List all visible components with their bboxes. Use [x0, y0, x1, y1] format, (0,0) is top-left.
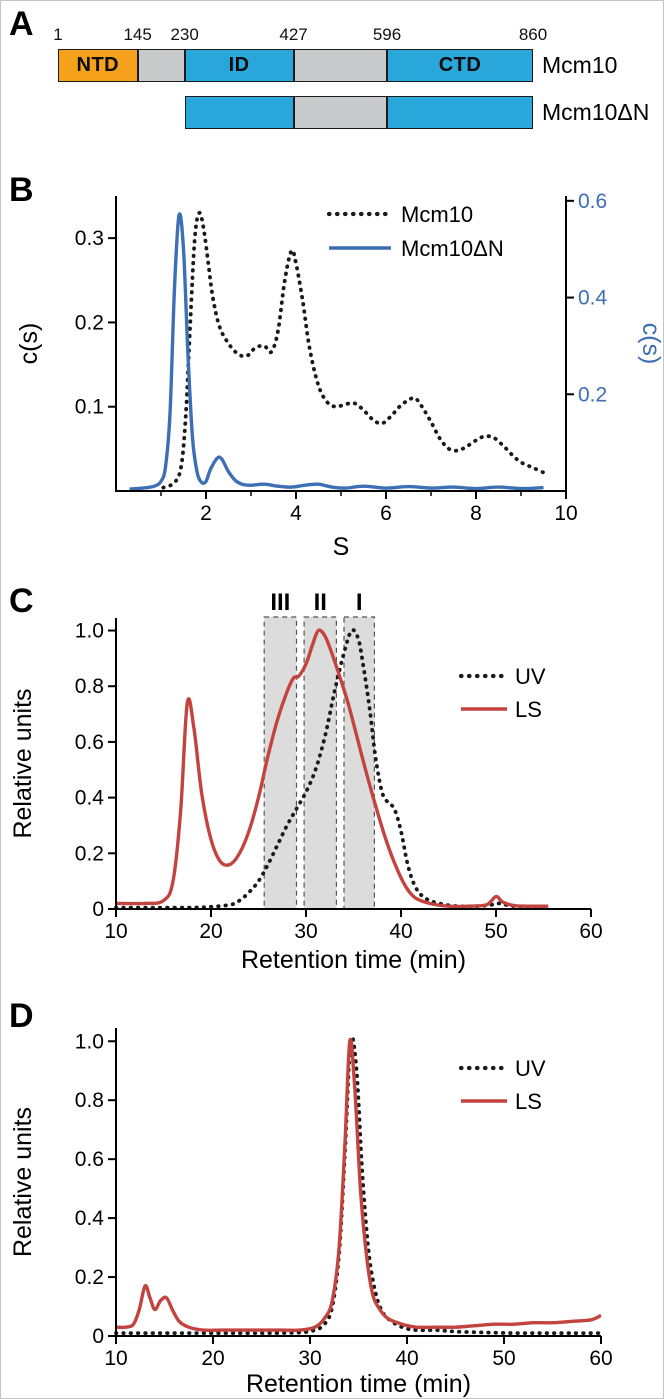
y-tick-label: 0.8	[75, 1089, 104, 1112]
legend-label-ls: LS	[515, 697, 542, 722]
y-tick-label: 0.4	[75, 1207, 105, 1230]
x-tick-label: 60	[589, 1347, 612, 1370]
panel-c-chromatogram-chart: III II I10 20 30 40 50 6000.20.40.60.81.0Retent…	[9, 589, 603, 974]
linker-segment	[184, 96, 294, 129]
y-tick-label: 1.0	[75, 620, 104, 643]
x-tick-label: 50	[492, 1347, 515, 1370]
construct-row-mcm10dn: Mcm10ΔN	[1, 96, 663, 129]
right-y-tick-label: 0.6	[578, 190, 607, 213]
right-y-axis-title: c(s)	[637, 323, 664, 365]
x-tick-label: 60	[579, 920, 602, 943]
panel-a-letter: A	[9, 5, 34, 43]
y-tick-label: 0.2	[75, 842, 104, 865]
x-axis-title: S	[333, 533, 350, 561]
uv-curve	[114, 628, 551, 910]
x-tick-label: 8	[470, 502, 482, 525]
domain-ntd: NTD	[58, 49, 138, 82]
y-tick-label: 0	[92, 1325, 104, 1348]
legend-label-mcm10-n: Mcm10ΔN	[401, 236, 504, 261]
residue-number-860: 860	[518, 25, 548, 44]
legend-label-uv: UV	[515, 664, 546, 689]
x-axis-title: Retention time (min)	[241, 946, 466, 974]
domain-id: ID	[184, 49, 294, 82]
y-axis-title: Relative units	[9, 688, 37, 838]
residue-number-145: 145	[123, 25, 152, 44]
residue-number-230: 230	[170, 25, 199, 44]
x-tick-label: 4	[290, 502, 302, 525]
residue-number-427: 427	[279, 25, 308, 44]
y-tick-label: 0.4	[75, 787, 105, 810]
panel-a-domain-diagram: 1 145 230 427 596 860 NTD ID CTD Mcm10 Mcm10ΔN	[1, 1, 663, 166]
panel-b-sedimentation-chart: 2 4 6 8 10 0.1 0.2 0.3 0.2 0.4 0.6 Sc(s) c(s) Mcm10 Mc…	[15, 190, 664, 561]
y-tick-label: 0.6	[75, 731, 104, 754]
x-tick-label: 10	[104, 1347, 127, 1370]
y-axis-title: Relative units	[9, 1107, 37, 1257]
residue-number-596: 596	[372, 25, 402, 44]
x-tick-label: 6	[380, 502, 392, 525]
x-tick-label: 30	[294, 920, 317, 943]
panel-d-letter: D	[9, 997, 34, 1035]
y-tick-label: 0.6	[75, 1148, 104, 1171]
x-axis-title: Retention time (min)	[246, 1370, 471, 1398]
panel-c-letter: C	[9, 582, 34, 620]
y-tick-label: 0.8	[75, 675, 104, 698]
x-tick-label: 20	[201, 1347, 224, 1370]
x-tick-label: 30	[298, 1347, 321, 1370]
legend-label-mcm10: Mcm10	[401, 202, 473, 227]
linker-segment	[387, 96, 533, 129]
axes-frame	[115, 196, 566, 492]
linker-segment	[293, 96, 387, 129]
x-tick-label: 20	[199, 920, 222, 943]
y-tick-label: 0.2	[75, 311, 104, 334]
mcm10-curve	[161, 210, 546, 490]
y-tick-label: 0	[92, 898, 104, 921]
y-tick-label: 0.3	[75, 227, 104, 250]
fraction-region-iii	[263, 616, 298, 910]
construct-name-label: Mcm10	[542, 52, 618, 78]
residue-number-1: 1	[53, 25, 63, 44]
y-tick-label: 0.2	[75, 1266, 104, 1289]
fraction-region-i	[343, 616, 375, 910]
right-y-tick-label: 0.2	[578, 383, 607, 406]
construct-name-label: Mcm10ΔN	[542, 99, 650, 125]
region-label-ii: II	[314, 589, 327, 616]
panel-d-chromatogram-chart: 10 20 30 40 50 60 0 0.2 0.4 0.6 0.8 1.0 Retention ti…	[9, 1028, 613, 1398]
region-label-i: I	[356, 589, 363, 616]
linker-segment	[137, 49, 185, 82]
ls-curve	[115, 628, 549, 909]
y-tick-label: 0.1	[75, 396, 104, 419]
y-tick-label: 1.0	[75, 1030, 104, 1053]
mcm10-n-curve	[129, 212, 544, 491]
region-label-iii: III	[270, 589, 290, 616]
x-tick-label: 40	[389, 920, 412, 943]
x-tick-label: 50	[484, 920, 507, 943]
x-tick-label: 10	[104, 920, 127, 943]
y-axis-title: c(s)	[15, 323, 43, 365]
ls-curve	[115, 1037, 602, 1333]
right-y-tick-label: 0.4	[578, 287, 608, 310]
linker-segment	[293, 49, 387, 82]
panel-b-letter: B	[9, 171, 34, 209]
construct-row-mcm10: NTD ID CTD Mcm10	[1, 49, 663, 82]
legend-label-ls: LS	[515, 1089, 542, 1114]
domain-ctd: CTD	[387, 49, 533, 82]
fraction-region-ii	[303, 616, 338, 910]
legend-label-uv: UV	[515, 1056, 546, 1081]
x-tick-label: 10	[554, 502, 577, 525]
x-tick-label: 40	[395, 1347, 418, 1370]
x-tick-label: 2	[200, 502, 212, 525]
